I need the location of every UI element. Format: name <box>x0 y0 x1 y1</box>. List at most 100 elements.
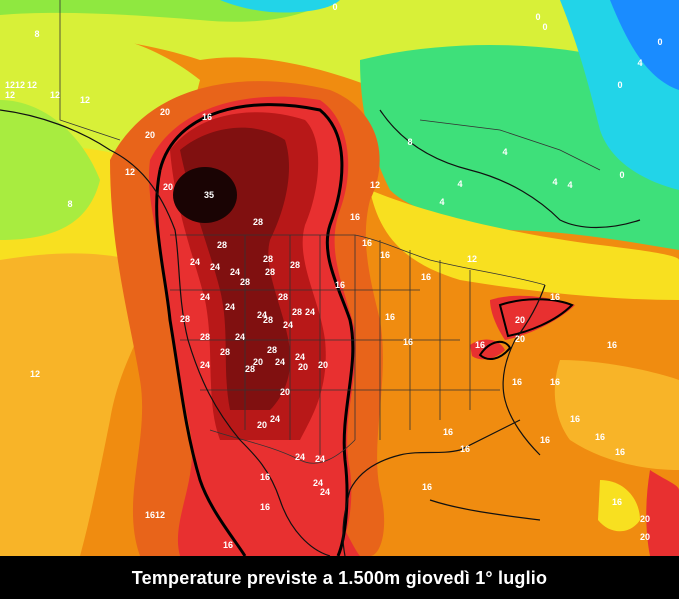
temperature-label-16: 16 <box>443 427 453 437</box>
temperature-label-20: 20 <box>640 514 650 524</box>
temperature-label-28: 28 <box>292 307 302 317</box>
temperature-label-12: 12 <box>15 80 25 90</box>
temperature-label-24: 24 <box>283 320 293 330</box>
east-yellow-band <box>370 190 679 300</box>
arctic-cyan-strip <box>220 0 340 13</box>
hudson-bay-coastline <box>379 109 641 229</box>
temperature-label-12: 12 <box>155 510 165 520</box>
temperature-label-8: 8 <box>407 137 412 147</box>
temperature-map: 35 28 28 28 28 28 28 28 28 28 28 28 28 28 28 24 24 24 24 24… <box>0 0 679 556</box>
temperature-label-28: 28 <box>180 314 190 324</box>
temperature-label-24: 24 <box>225 302 235 312</box>
temperature-label-20: 20 <box>640 532 650 542</box>
temperature-label-8: 8 <box>67 199 72 209</box>
temperature-label-0: 0 <box>657 37 662 47</box>
temperature-label-16: 16 <box>615 447 625 457</box>
temperature-label-16: 16 <box>385 312 395 322</box>
map-caption: Temperature previste a 1.500m giovedì 1°… <box>131 568 548 588</box>
canada-province-line <box>419 119 601 171</box>
temperature-label-35: 35 <box>204 190 214 200</box>
temperature-label-16: 16 <box>421 272 431 282</box>
heat-dome-contour-west <box>155 169 247 556</box>
temperature-label-16: 16 <box>202 112 212 122</box>
alaska-border <box>59 0 121 141</box>
temperature-label-24: 24 <box>320 487 330 497</box>
temperature-label-24: 24 <box>305 307 315 317</box>
temperature-label-28: 28 <box>265 267 275 277</box>
temperature-label-16: 16 <box>380 250 390 260</box>
temperature-label-28: 28 <box>290 260 300 270</box>
temperature-label-16: 16 <box>540 435 550 445</box>
temperature-label-4: 4 <box>552 177 557 187</box>
temperature-label-12: 12 <box>5 80 15 90</box>
temperature-label-12: 12 <box>5 90 15 100</box>
temperature-label-24: 24 <box>275 357 285 367</box>
atlantic-red-blob <box>490 295 575 340</box>
temperature-label-4: 4 <box>637 58 642 68</box>
temperature-label-28: 28 <box>267 345 277 355</box>
temperature-label-0: 0 <box>617 80 622 90</box>
arctic-deep-cold-region <box>610 0 679 90</box>
temperature-label-4: 4 <box>502 147 507 157</box>
us-mexico-border <box>209 429 356 464</box>
temperature-label-16: 16 <box>512 377 522 387</box>
temperature-label-16: 16 <box>612 497 622 507</box>
midatlantic-red-blob <box>470 339 505 360</box>
temperature-label-20: 20 <box>318 360 328 370</box>
temperature-label-12: 12 <box>30 369 40 379</box>
temperature-label-28: 28 <box>253 217 263 227</box>
temperature-label-28: 28 <box>263 254 273 264</box>
temperature-label-20: 20 <box>257 420 267 430</box>
temperature-label-12: 12 <box>27 80 37 90</box>
pacific-warm-band <box>0 246 170 556</box>
state-lines-horizontal <box>170 289 500 391</box>
temperature-label-28: 28 <box>263 315 273 325</box>
north-yellowgreen-band <box>0 0 679 90</box>
temperature-label-24: 24 <box>210 262 220 272</box>
temperature-label-16: 16 <box>550 292 560 302</box>
temperature-label-28: 28 <box>200 332 210 342</box>
temperature-label-20: 20 <box>515 315 525 325</box>
temperature-label-24: 24 <box>270 414 280 424</box>
heat-dome-contour-east <box>158 103 355 556</box>
southeast-red-patch <box>646 470 679 556</box>
temperature-label-24: 24 <box>200 360 210 370</box>
caption-bar: Temperature previste a 1.500m giovedì 1°… <box>0 558 679 599</box>
temperature-label-12: 12 <box>80 95 90 105</box>
temperature-label-16: 16 <box>595 432 605 442</box>
temperature-label-16: 16 <box>570 414 580 424</box>
temperature-label-16: 16 <box>550 377 560 387</box>
temperature-label-12: 12 <box>50 90 60 100</box>
temperature-label-28: 28 <box>278 292 288 302</box>
atlantic-coastline <box>502 284 546 456</box>
state-lines-east <box>379 240 471 440</box>
gulf-coastline <box>342 419 521 556</box>
state-lines-vertical <box>244 235 356 455</box>
heat-core-black <box>173 167 237 223</box>
temperature-label-20: 20 <box>160 107 170 117</box>
temperature-label-20: 20 <box>163 182 173 192</box>
temperature-label-12: 12 <box>125 167 135 177</box>
temperature-label-24: 24 <box>295 452 305 462</box>
temperature-label-4: 4 <box>567 180 572 190</box>
mexico-red-tongue <box>275 440 360 556</box>
temperature-label-0: 0 <box>332 2 337 12</box>
temperature-label-0: 0 <box>535 12 540 22</box>
temperature-label-24: 24 <box>313 478 323 488</box>
temperature-label-16: 16 <box>260 502 270 512</box>
temperature-label-28: 28 <box>220 347 230 357</box>
temperature-label-4: 4 <box>439 197 444 207</box>
temperature-label-8: 8 <box>34 29 39 39</box>
temperature-label-24: 24 <box>190 257 200 267</box>
coastlines <box>0 109 641 556</box>
eastcoast-contour <box>478 340 512 361</box>
temperature-label-20: 20 <box>253 357 263 367</box>
temperature-label-16: 16 <box>460 444 470 454</box>
temperature-label-24: 24 <box>315 454 325 464</box>
atlantic-contour <box>498 298 574 338</box>
temperature-label-16: 16 <box>403 337 413 347</box>
temperature-label-16: 16 <box>335 280 345 290</box>
